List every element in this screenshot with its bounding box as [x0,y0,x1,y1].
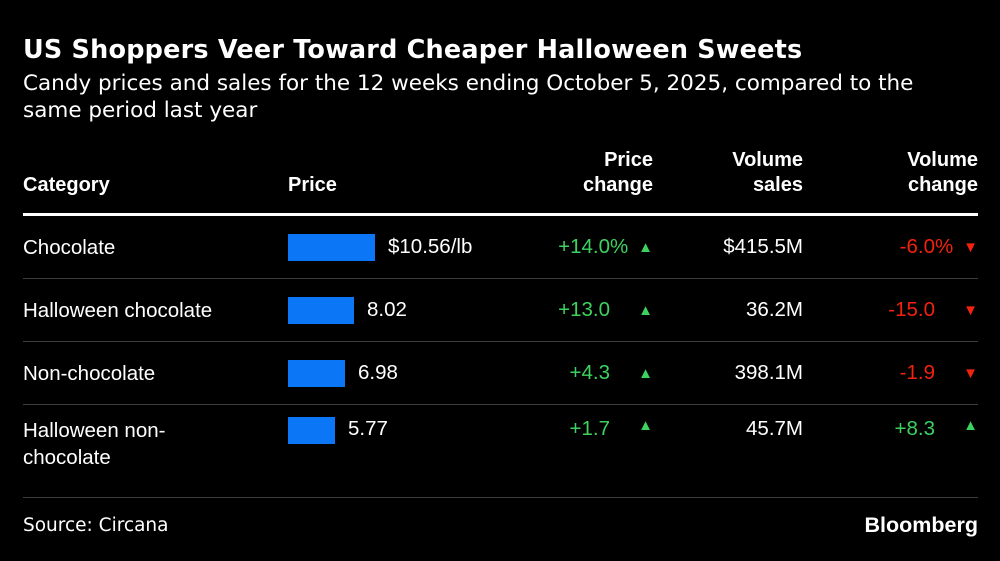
footer: Source: Circana Bloomberg [23,513,978,538]
down-arrow-icon: ▼ [963,364,978,382]
price-label: $10.56/lb [388,235,473,258]
price-change-value: +14.0 [558,235,610,258]
up-arrow-icon: ▲ [638,417,653,434]
price-cell: 8.02 [288,296,503,324]
price-change-value: +4.3 [569,361,610,384]
candy-table: Category Price Price change Volume sales… [23,148,978,498]
price-change-value: +13.0 [558,298,610,321]
price-label: 5.77 [348,417,388,440]
price-bar [288,359,345,387]
volume-sales-cell: 36.2M [746,298,803,321]
volume-sales-cell: $415.5M [723,235,803,258]
category-label: Halloween non-chocolate [23,419,166,469]
category-label: Halloween chocolate [23,298,213,322]
up-arrow-icon: ▲ [638,238,653,256]
up-arrow-icon: ▲ [638,364,653,382]
table-row: Halloween chocolate 8.02 +13.0 ▲ 36.2M -… [23,279,978,342]
category-cell: Halloween chocolate [23,297,288,324]
volume-change-cell: -15.0 ▼ [803,298,978,322]
price-label: 8.02 [367,298,407,321]
header-volume-sales: Volume sales [732,149,803,196]
header-price-change: Price change [582,149,653,196]
down-arrow-icon: ▼ [963,238,978,256]
category-cell: Chocolate [23,234,288,261]
category-label: Chocolate [23,235,116,259]
table-row: Halloween non-chocolate 5.77 +1.7 ▲ 45.7… [23,405,978,498]
down-arrow-icon: ▼ [963,301,978,319]
header-price: Price [288,174,337,196]
price-bar [288,417,335,444]
price-change-cell: +4.3 ▲ [503,361,653,385]
volume-change-cell: -6.0 % ▼ [803,235,978,259]
header-volume-change: Volume change [907,149,978,196]
up-arrow-icon: ▲ [638,301,653,319]
price-change-suffix: % [610,235,629,258]
up-arrow-icon: ▲ [963,417,978,434]
source-credit: Source: Circana [23,515,169,536]
category-cell: Halloween non-chocolate [23,405,288,471]
price-change-cell: +13.0 ▲ [503,298,653,322]
table-row: Non-chocolate 6.98 +4.3 ▲ 398.1M -1.9 ▼ [23,342,978,405]
price-bar [288,233,375,261]
price-change-cell: +14.0 % ▲ [503,235,653,259]
price-cell: $10.56/lb [288,233,503,261]
category-label: Non-chocolate [23,361,156,385]
volume-change-suffix: % [935,235,954,258]
price-change-cell: +1.7 ▲ [503,405,653,441]
volume-sales-cell: 45.7M [746,417,803,440]
bloomberg-logo: Bloomberg [864,513,978,537]
table-header-row: Category Price Price change Volume sales… [23,148,978,216]
price-bar [288,296,354,324]
header-category: Category [23,174,110,196]
volume-change-cell: +8.3 ▲ [803,405,978,441]
volume-change-value: -15.0 [888,298,935,321]
price-change-value: +1.7 [569,417,610,440]
price-cell: 5.77 [288,405,503,444]
page-subtitle: Candy prices and sales for the 12 weeks … [23,71,914,123]
table-row: Chocolate $10.56/lb +14.0 % ▲ $415.5M -6… [23,216,978,279]
category-cell: Non-chocolate [23,360,288,387]
page-title: US Shoppers Veer Toward Cheaper Hallowee… [23,35,803,65]
volume-change-value: +8.3 [894,417,935,440]
volume-change-value: -1.9 [899,361,935,384]
price-label: 6.98 [358,361,398,384]
volume-sales-cell: 398.1M [734,361,803,384]
volume-change-cell: -1.9 ▼ [803,361,978,385]
volume-change-value: -6.0 [899,235,935,258]
price-cell: 6.98 [288,359,503,387]
